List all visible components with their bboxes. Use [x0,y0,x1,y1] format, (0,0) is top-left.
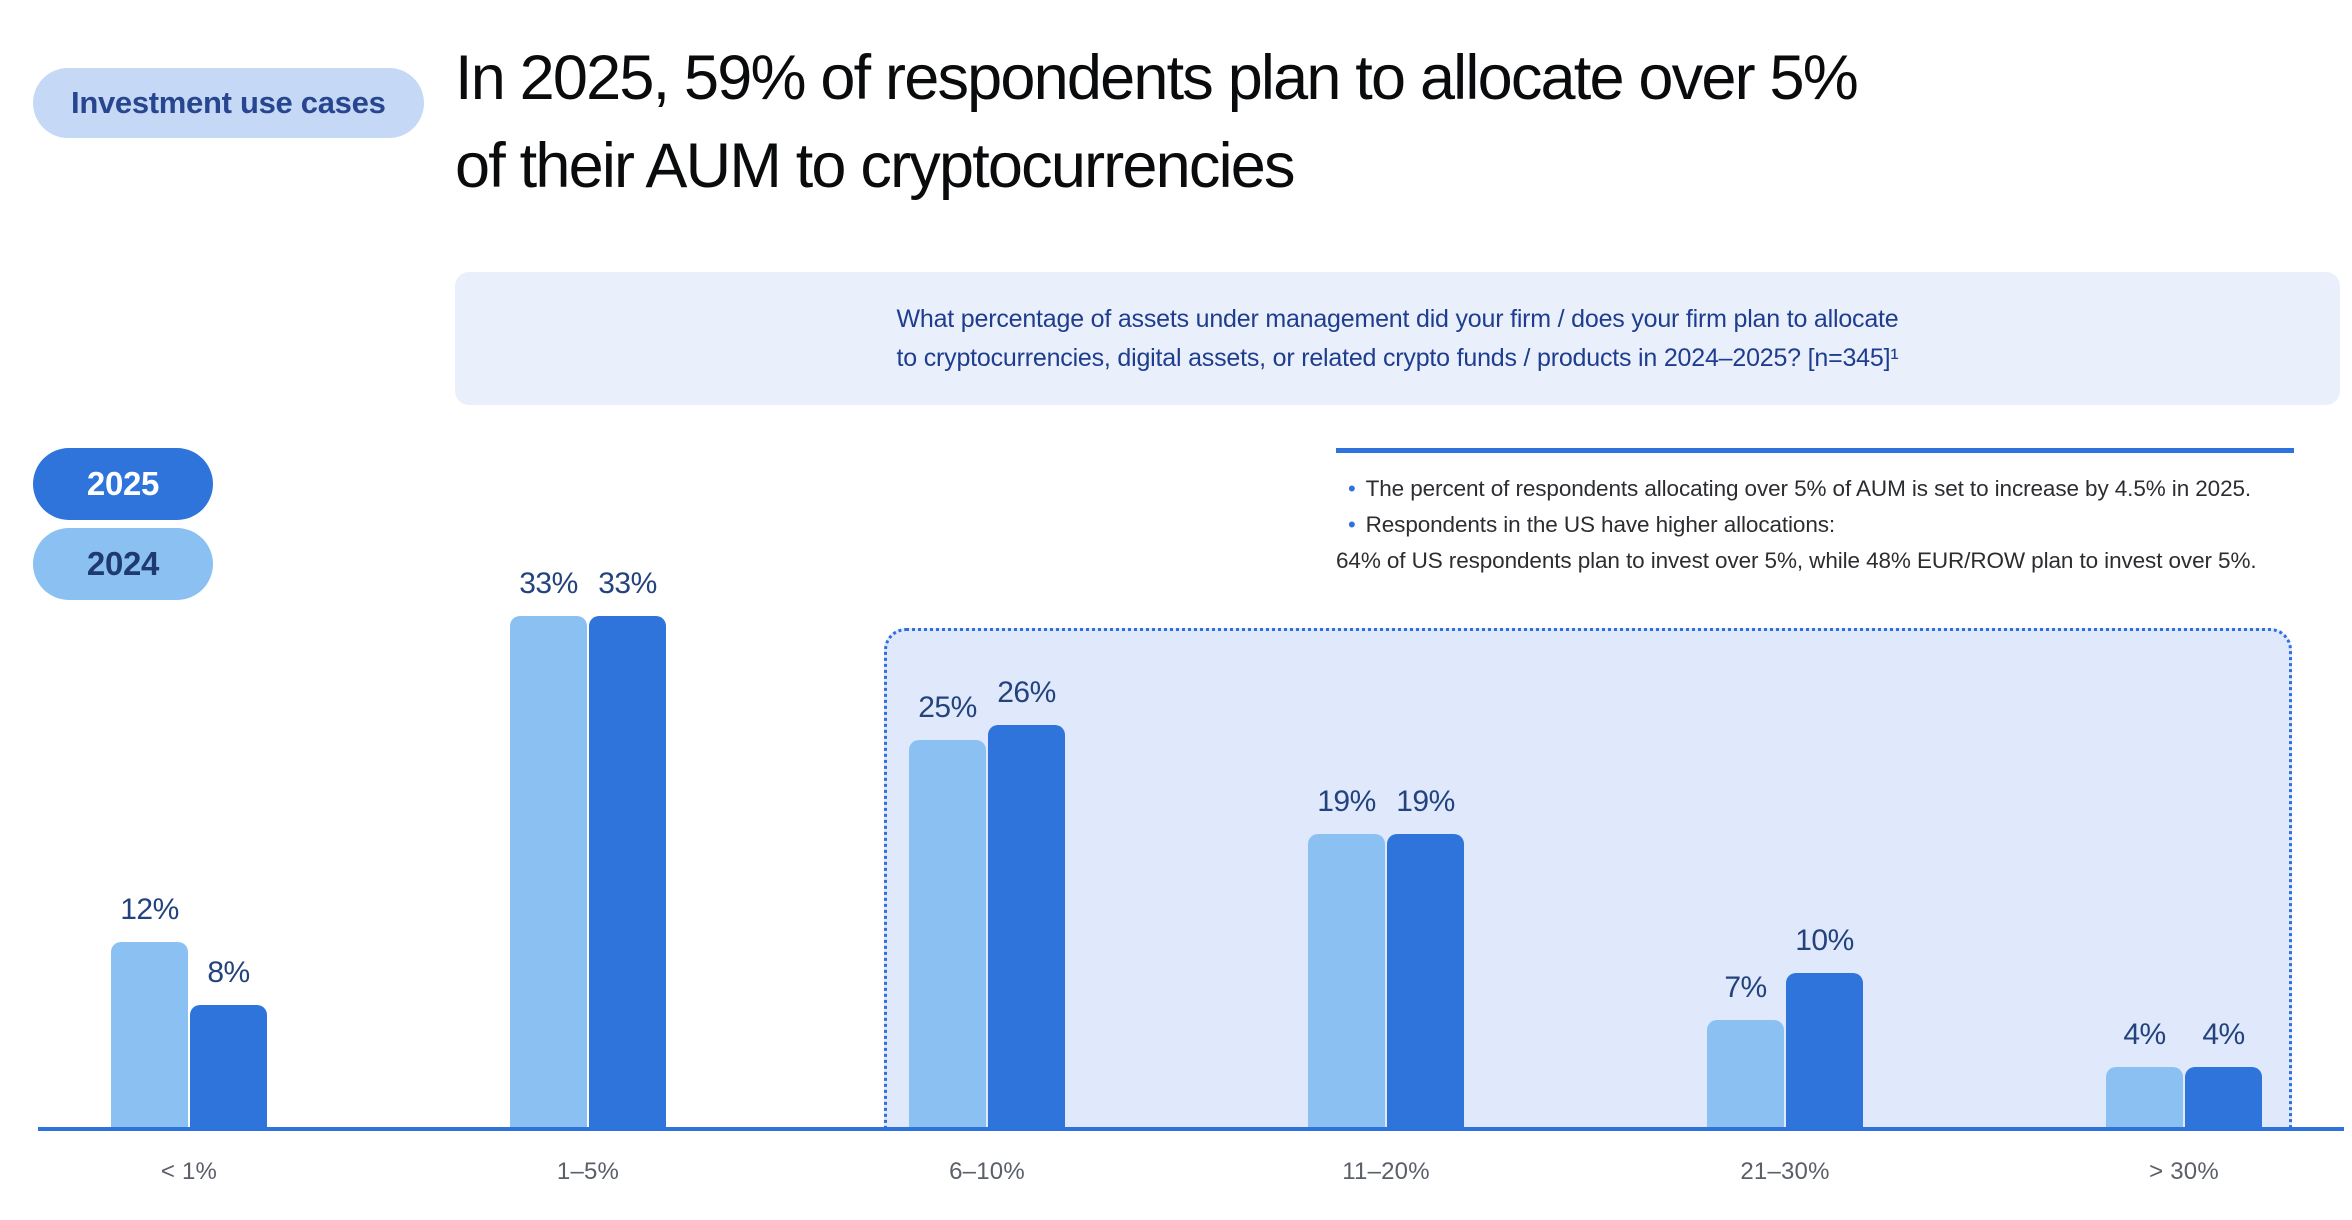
bar-2024-category-6 [2106,1067,2183,1129]
bar-value-label-2024-category-4: 19% [1317,785,1376,818]
page-title-line-2: of their AUM to cryptocurrencies [455,131,1296,201]
callout-text: Respondents in the US have higher alloca… [1365,512,1836,537]
bar-value-label-2025-category-6: 4% [2202,1018,2245,1051]
highlight-region [884,628,2292,1129]
x-axis-label: 21–30% [1740,1158,1830,1185]
insight-callout: • The percent of respondents allocating o… [1336,448,2294,579]
callout-text: 64% of US respondents plan to invest ove… [1336,548,2257,573]
bar-2024-category-1 [111,942,188,1129]
bar-2025-category-5 [1786,973,1863,1129]
page-title: In 2025, 59% of respondents plan to allo… [455,34,2345,210]
bar-2025-category-6 [2185,1067,2262,1129]
x-axis-line [38,1127,2344,1131]
bar-value-label-2025-category-5: 10% [1795,924,1854,957]
bar-2024-category-4 [1308,834,1385,1129]
survey-question-box: What percentage of assets under manageme… [455,272,2340,405]
bar-value-label-2024-category-1: 12% [120,893,179,926]
bar-value-label-2025-category-1: 8% [207,956,250,989]
bar-2025-category-3 [988,725,1065,1129]
bar-value-label-2024-category-6: 4% [2123,1018,2166,1051]
bar-2025-category-4 [1387,834,1464,1129]
bar-2024-category-2 [510,616,587,1129]
bar-value-label-2025-category-4: 19% [1396,785,1455,818]
bar-value-label-2025-category-3: 26% [997,676,1056,709]
bar-value-label-2024-category-5: 7% [1724,971,1767,1004]
x-axis-label: < 1% [160,1158,218,1185]
bar-value-label-2024-category-2: 33% [519,567,578,600]
x-axis-label: > 30% [2149,1158,2219,1185]
bar-value-label-2024-category-3: 25% [918,691,977,724]
callout-text: The percent of respondents allocating ov… [1365,476,2252,501]
survey-question-line-2: to cryptocurrencies, digital assets, or … [896,344,1899,372]
x-axis-label: 6–10% [949,1158,1025,1185]
category-badge: Investment use cases [33,68,424,138]
bar-2025-category-1 [190,1005,267,1129]
bullet-icon: • [1348,476,1356,501]
x-axis-label: 11–20% [1342,1158,1430,1185]
callout-line: • Respondents in the US have higher alloc… [1336,507,2294,543]
bar-2024-category-3 [909,740,986,1129]
bar-value-label-2025-category-2: 33% [598,567,657,600]
bullet-icon: • [1348,512,1356,537]
bar-2025-category-2 [589,616,666,1129]
legend-pill-2024: 2024 [33,528,213,600]
survey-question-line-1: What percentage of assets under manageme… [896,305,1899,333]
legend-pill-2025: 2025 [33,448,213,520]
bar-2024-category-5 [1707,1020,1784,1129]
callout-line: 64% of US respondents plan to invest ove… [1336,543,2294,579]
x-axis-label: 1–5% [556,1158,620,1185]
chart-legend: 2025 2024 [33,448,213,608]
callout-lines: • The percent of respondents allocating o… [1336,471,2294,579]
callout-line: • The percent of respondents allocating o… [1336,471,2294,507]
page-title-line-1: In 2025, 59% of respondents plan to allo… [455,43,1859,113]
